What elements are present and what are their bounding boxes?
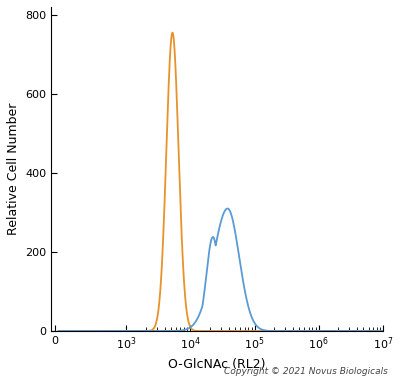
Y-axis label: Relative Cell Number: Relative Cell Number bbox=[7, 103, 20, 235]
X-axis label: O-GlcNAc (RL2): O-GlcNAc (RL2) bbox=[168, 358, 266, 371]
Text: Copyright © 2021 Novus Biologicals: Copyright © 2021 Novus Biologicals bbox=[224, 367, 388, 376]
